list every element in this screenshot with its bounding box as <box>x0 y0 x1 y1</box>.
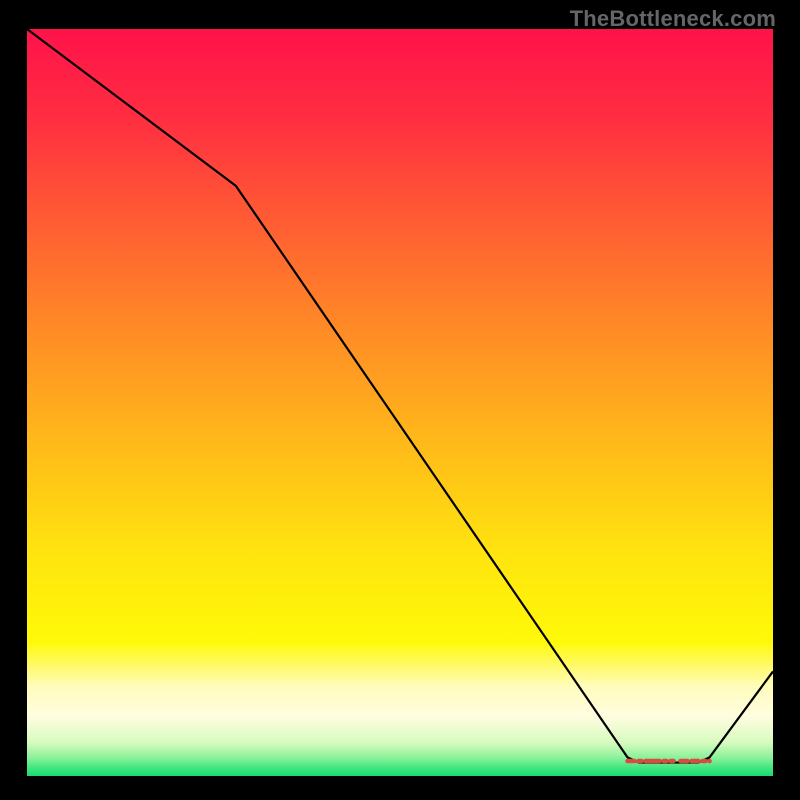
watermark-text: TheBottleneck.com <box>570 6 776 32</box>
bottleneck-chart <box>0 0 800 800</box>
plot-background <box>27 29 773 776</box>
